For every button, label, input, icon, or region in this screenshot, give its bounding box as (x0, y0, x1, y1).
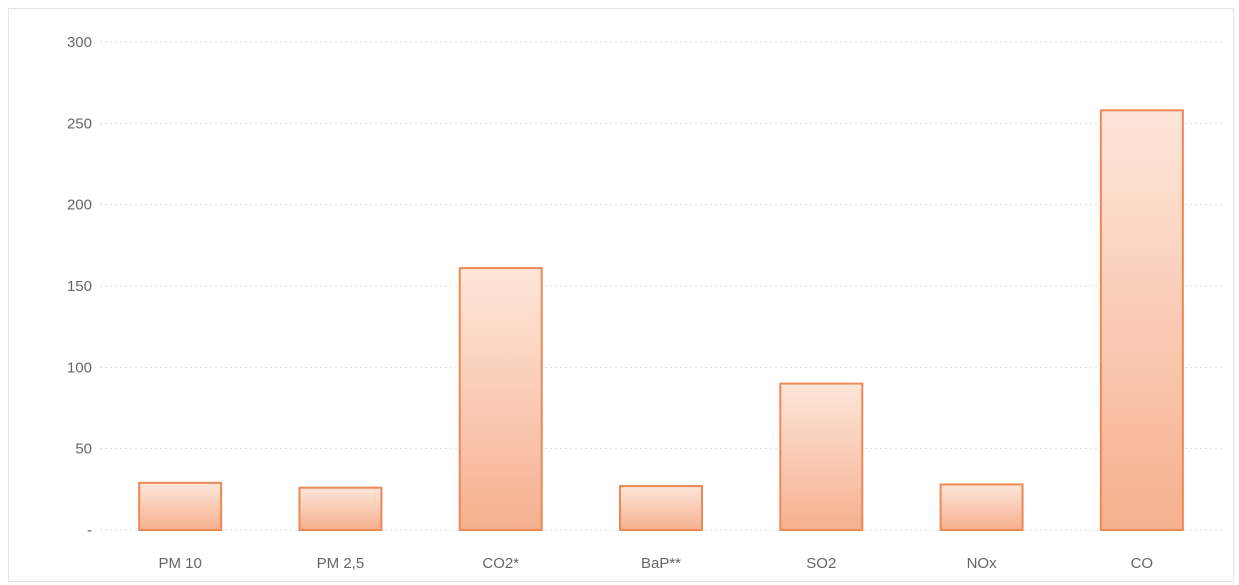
y-axis-ticks: - 50 100 150 200 250 300 (67, 34, 92, 539)
y-tick-label: 50 (75, 441, 92, 458)
y-tick-label: 300 (67, 34, 92, 51)
y-tick-label: 150 (67, 278, 92, 295)
bars (138, 109, 1184, 532)
x-tick-label: SO2 (806, 555, 836, 572)
x-tick-label: CO2* (482, 555, 519, 572)
x-tick-label: BaP** (641, 555, 681, 572)
y-tick-label: 200 (67, 197, 92, 214)
bar-nox (939, 483, 1024, 532)
x-axis-labels: PM 10 PM 2,5 CO2* BaP** SO2 NOx CO (158, 555, 1153, 572)
bar-pm-2-5 (298, 486, 383, 531)
bar-pm-10 (138, 481, 223, 531)
bar-so2 (779, 382, 864, 531)
bar-co (1099, 109, 1184, 531)
y-tick-label: 100 (67, 359, 92, 376)
x-tick-label: PM 2,5 (317, 555, 365, 572)
chart-frame (8, 8, 1234, 582)
bar-bap (619, 485, 703, 531)
x-tick-label: CO (1131, 555, 1154, 572)
bar-co2 (458, 267, 543, 531)
y-tick-label: - (87, 522, 92, 539)
gridlines (100, 41, 1222, 531)
x-tick-label: NOx (967, 555, 998, 572)
x-tick-label: PM 10 (158, 555, 201, 572)
y-tick-label: 250 (67, 115, 92, 132)
